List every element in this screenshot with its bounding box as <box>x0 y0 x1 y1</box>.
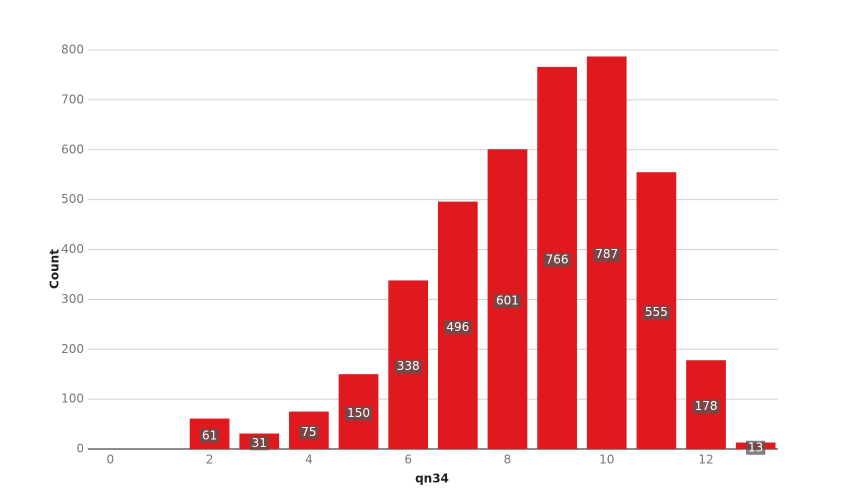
x-tick-label: 10 <box>599 453 614 467</box>
value-label-bg <box>249 436 269 451</box>
value-label-bg <box>593 247 621 262</box>
value-label-bg <box>199 428 220 443</box>
y-tick-label: 200 <box>61 342 84 356</box>
x-tick-label: 0 <box>107 453 115 467</box>
value-label-bg <box>494 294 521 309</box>
x-tick-label: 4 <box>305 453 313 467</box>
value-label-bg <box>692 399 720 414</box>
value-label: 601 <box>496 294 519 308</box>
value-label: 61 <box>202 428 217 442</box>
value-label-bg <box>394 359 422 374</box>
value-label: 13 <box>748 440 763 454</box>
y-axis-label: Count <box>48 249 62 289</box>
value-label: 338 <box>397 359 420 373</box>
y-tick-label: 300 <box>61 292 84 306</box>
y-tick-label: 600 <box>61 142 84 156</box>
x-tick-label: 2 <box>206 453 214 467</box>
y-tick-label: 800 <box>61 43 84 57</box>
y-tick-label: 100 <box>61 392 84 406</box>
value-label: 496 <box>446 320 469 334</box>
value-label-bg <box>746 440 766 455</box>
value-label: 75 <box>301 425 316 439</box>
y-tick-label: 400 <box>61 242 84 256</box>
value-label: 31 <box>252 436 267 450</box>
x-tick-label: 6 <box>404 453 412 467</box>
value-label: 178 <box>695 399 718 413</box>
value-label-bg <box>543 252 571 267</box>
value-label-bg <box>444 320 472 335</box>
value-label: 150 <box>347 406 370 420</box>
value-label-bg <box>345 406 372 421</box>
y-tick-label: 0 <box>76 442 84 456</box>
value-label: 766 <box>546 252 569 266</box>
value-label: 787 <box>595 247 618 261</box>
y-tick-label: 500 <box>61 192 84 206</box>
x-tick-label: 8 <box>504 453 512 467</box>
value-label-bg <box>642 305 670 320</box>
x-tick-label: 12 <box>698 453 713 467</box>
value-label: 555 <box>645 305 668 319</box>
y-tick-label: 700 <box>61 92 84 106</box>
x-axis-label: qn34 <box>415 472 449 486</box>
value-label-bg <box>299 425 319 440</box>
